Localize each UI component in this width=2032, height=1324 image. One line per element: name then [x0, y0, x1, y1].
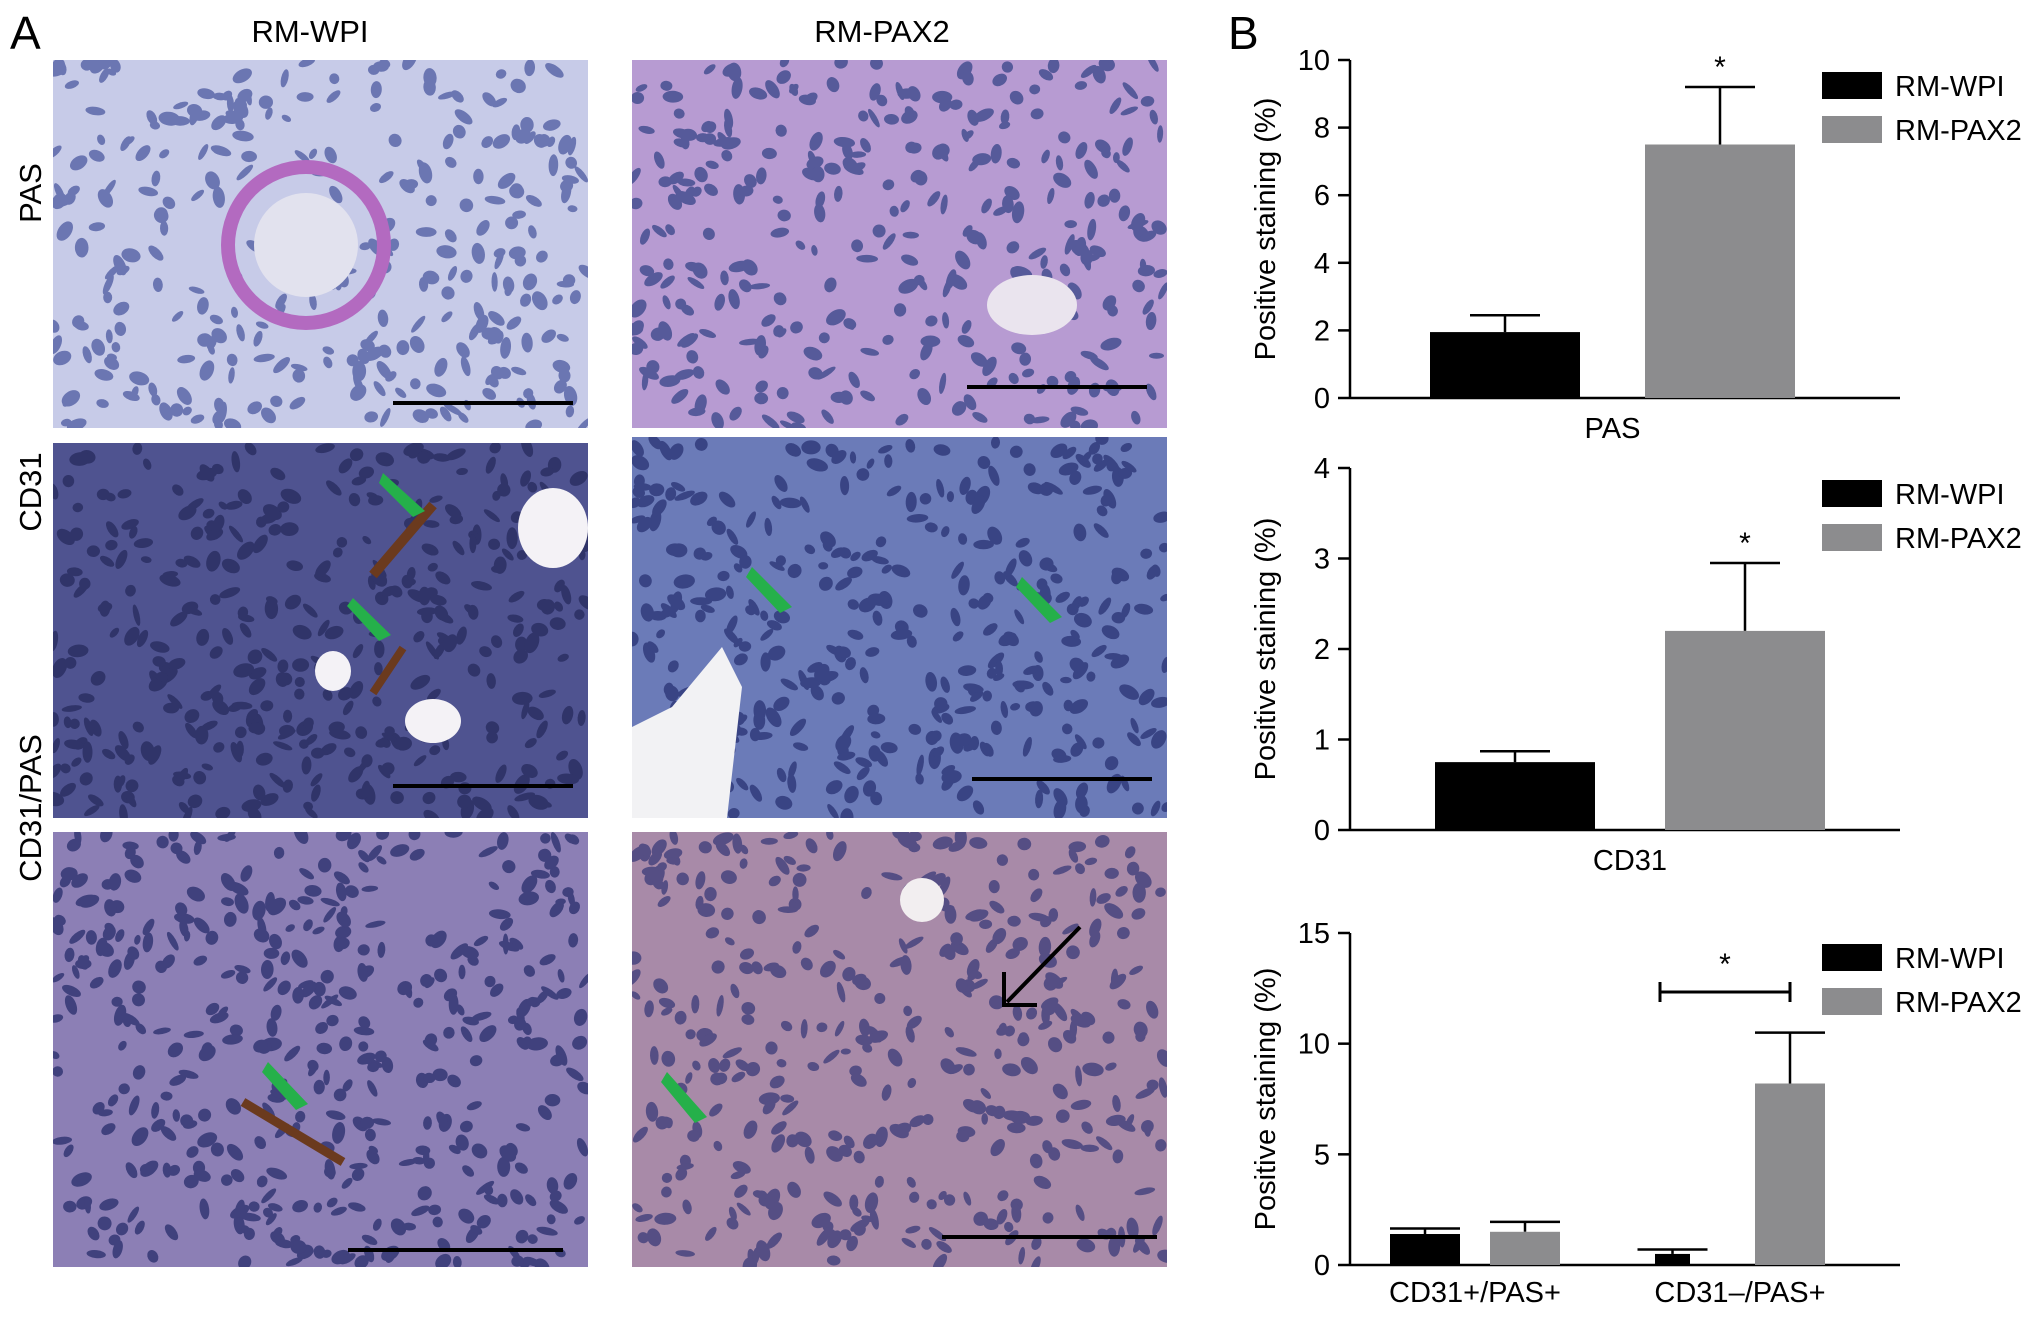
legend-label: RM-PAX2: [1895, 115, 2022, 147]
micrograph-cd31-pas-rm-wpi-image: [53, 832, 588, 1267]
green-arrows: [262, 1062, 308, 1110]
micrograph-pas-rm-pax2: [632, 60, 1167, 428]
legend-label: RM-PAX2: [1895, 523, 2022, 555]
adipocyte: [405, 699, 461, 743]
green-arrows: [746, 567, 1062, 623]
y-tick-label: 4: [1314, 248, 1330, 280]
bar-rm-pax2: [1490, 1231, 1560, 1265]
vessel: [240, 1098, 346, 1166]
x-axis-label: PAS: [1585, 413, 1641, 445]
y-tick-label: 10: [1298, 45, 1330, 77]
micrograph-cd31-rm-wpi-image: [53, 443, 588, 818]
nuclei: [53, 832, 588, 1267]
bar-rm-wpi: [1430, 332, 1580, 398]
panel-b-letter: B: [1228, 7, 1259, 59]
micrograph-cd31-pas-rm-pax2: [632, 832, 1167, 1267]
micrograph-pas-rm-wpi-image: [53, 60, 588, 428]
y-tick-label: 15: [1298, 918, 1330, 950]
y-tick-label: 3: [1314, 544, 1330, 576]
micrograph-cd31-rm-pax2: [632, 437, 1167, 818]
nuclei: [632, 60, 1167, 428]
legend-swatch-rm-pax2: [1822, 116, 1882, 143]
lumen: [900, 878, 944, 922]
legend-swatch-rm-wpi: [1822, 480, 1882, 507]
x-category-label: CD31+/PAS+: [1389, 1277, 1561, 1309]
bar-rm-wpi: [1435, 762, 1595, 830]
panel-a-letter: A: [10, 7, 41, 59]
bar-rm-wpi: [1390, 1234, 1460, 1265]
micrograph-cd31-pas-rm-pax2-image: [632, 832, 1167, 1267]
bar-rm-pax2: [1645, 144, 1795, 398]
legend-swatch-rm-pax2: [1822, 524, 1882, 551]
vessel-lumen: [987, 275, 1077, 335]
y-tick-label: 0: [1314, 815, 1330, 847]
legend-swatch-rm-pax2: [1822, 988, 1882, 1015]
significance-star: *: [1739, 527, 1751, 560]
black-arrow: [1002, 925, 1082, 1007]
legend-swatch-rm-wpi: [1822, 72, 1882, 99]
green-arrows: [661, 1072, 707, 1123]
vessel-ring: [221, 160, 391, 330]
y-tick-label: 0: [1314, 383, 1330, 415]
bar-rm-wpi: [1655, 1253, 1690, 1265]
green-arrows: [347, 473, 425, 641]
bar-rm-pax2: [1755, 1083, 1825, 1265]
green-arrow: [347, 598, 391, 641]
micrograph-cd31-pas-rm-wpi: [53, 832, 588, 1267]
vessel: [369, 501, 437, 579]
legend-label: RM-WPI: [1895, 479, 2005, 511]
y-tick-label: 6: [1314, 180, 1330, 212]
adipocyte: [518, 488, 588, 568]
micrograph-cd31-rm-pax2-image: [632, 437, 1167, 818]
lumen: [632, 647, 742, 818]
y-axis-label: Positive staining (%): [1250, 518, 1282, 781]
nuclei: [632, 832, 1167, 1267]
y-tick-label: 2: [1314, 315, 1330, 347]
y-tick-label: 0: [1314, 1250, 1330, 1282]
green-arrow: [379, 473, 425, 517]
legend-swatch-rm-wpi: [1822, 944, 1882, 971]
significance-star: *: [1714, 51, 1726, 84]
vessel-lumen: [254, 193, 358, 297]
micrograph-pas-rm-wpi: [53, 60, 588, 428]
legend-label: RM-WPI: [1895, 943, 2005, 975]
legend-label: RM-WPI: [1895, 71, 2005, 103]
y-tick-label: 8: [1314, 113, 1330, 145]
legend-label: RM-PAX2: [1895, 987, 2022, 1019]
y-tick-label: 10: [1298, 1029, 1330, 1061]
column-header-rm-wpi: RM-WPI: [251, 14, 369, 49]
y-tick-label: 5: [1314, 1139, 1330, 1171]
x-axis-label: CD31: [1593, 845, 1667, 877]
green-arrow: [746, 567, 792, 613]
micrograph-cd31-rm-wpi: [53, 443, 588, 818]
green-arrow: [1016, 577, 1062, 623]
y-tick-label: 1: [1314, 725, 1330, 757]
x-category-label: CD31–/PAS+: [1654, 1277, 1825, 1309]
vessel: [369, 645, 407, 696]
micrograph-pas-rm-pax2-image: [632, 60, 1167, 428]
green-arrow: [262, 1062, 308, 1110]
y-tick-label: 4: [1314, 453, 1330, 485]
adipocyte: [315, 651, 351, 691]
y-axis-label: Positive staining (%): [1250, 968, 1282, 1231]
green-arrow: [661, 1072, 707, 1123]
bar-rm-pax2: [1665, 630, 1825, 830]
y-axis-label: Positive staining (%): [1250, 98, 1282, 361]
y-tick-label: 2: [1314, 634, 1330, 666]
column-header-rm-pax2: RM-PAX2: [814, 14, 950, 49]
significance-star: *: [1719, 948, 1731, 981]
